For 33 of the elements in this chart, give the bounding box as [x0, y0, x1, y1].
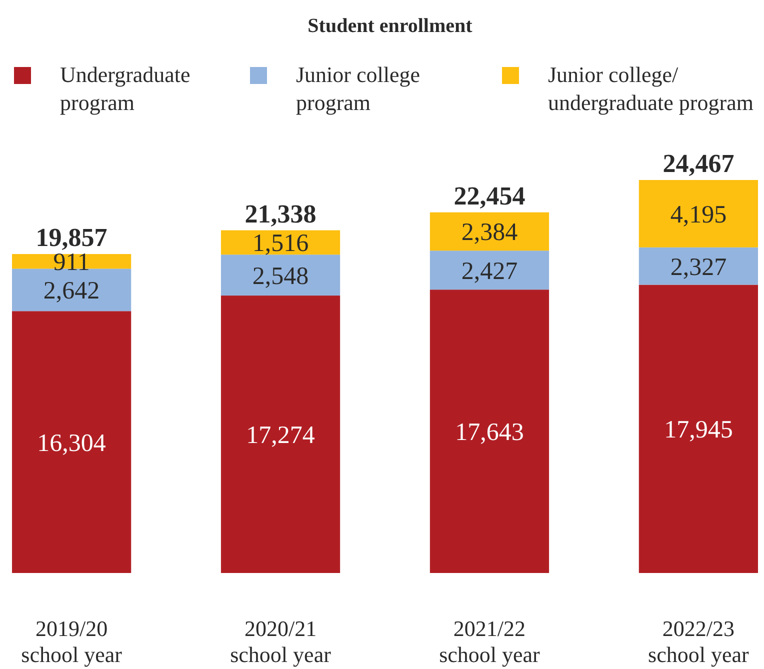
legend-label: Undergraduate program — [60, 62, 190, 115]
bar — [638, 180, 758, 248]
data-label: 2,642 — [43, 278, 100, 305]
data-label: 4,195 — [670, 201, 727, 228]
data-label: 2,427 — [461, 258, 518, 285]
total-label: 21,338 — [244, 199, 316, 228]
data-label: 2,384 — [461, 219, 518, 246]
bar — [220, 296, 340, 573]
data-label: 17,643 — [455, 419, 524, 446]
bar — [430, 290, 550, 573]
chart-title: Student enrollment — [308, 15, 473, 37]
x-tick-label: 2019/20 school year — [21, 616, 123, 667]
bar — [638, 247, 758, 285]
bar — [220, 254, 340, 296]
bar — [430, 212, 550, 251]
legend-label: Junior college/ undergraduate program — [548, 62, 754, 115]
legend-label: Junior college program — [296, 62, 420, 115]
bar — [12, 268, 132, 312]
x-tick-label: 2021/22 school year — [439, 616, 541, 667]
x-tick-label: 2022/23 school year — [648, 616, 750, 667]
data-label: 2,548 — [252, 262, 309, 290]
data-label: 17,945 — [664, 416, 733, 444]
bar — [430, 250, 550, 290]
total-label: 19,857 — [36, 223, 108, 252]
total-label: 24,467 — [662, 149, 734, 178]
total-label: 22,454 — [454, 181, 526, 210]
data-label: 17,274 — [246, 422, 316, 450]
data-label: 16,304 — [37, 430, 106, 457]
data-label: 1,516 — [252, 230, 309, 258]
data-label: 2,327 — [670, 254, 727, 281]
bar — [638, 284, 758, 573]
x-tick-label: 2020/21 school year — [230, 616, 332, 667]
bar — [12, 311, 132, 573]
